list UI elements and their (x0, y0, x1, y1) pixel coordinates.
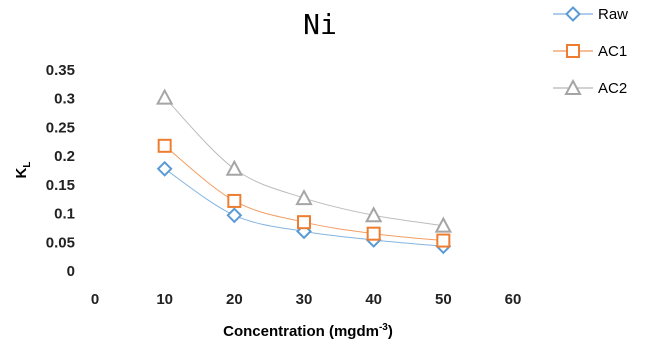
legend-label: Raw (598, 6, 628, 23)
y-tick-label: 0.15 (46, 177, 75, 194)
series-line (164, 97, 444, 227)
series-ac2 (155, 88, 453, 233)
series-ac1 (157, 138, 451, 248)
x-axis-label-superscript: -3 (379, 322, 388, 333)
y-tick-label: 0.1 (54, 206, 75, 223)
legend-label: AC1 (598, 43, 627, 60)
x-tick-label: 20 (226, 291, 243, 308)
data-point (225, 159, 244, 176)
x-tick-label: 0 (91, 291, 99, 308)
y-tick-label: 0.25 (46, 119, 75, 136)
x-tick-label: 10 (156, 291, 173, 308)
y-tick-label: 0 (67, 263, 75, 280)
legend-marker (564, 78, 582, 95)
y-tick-label: 0.05 (46, 234, 75, 251)
data-point (226, 207, 243, 224)
x-tick-label: 50 (435, 291, 452, 308)
chart-title: Ni (303, 8, 337, 41)
data-point (434, 216, 453, 233)
data-point (364, 206, 383, 223)
legend-marker (566, 44, 580, 58)
y-tick-label: 0.2 (54, 148, 75, 165)
x-axis-label: Concentration (mgdm-3) (223, 322, 393, 340)
y-axis-label-main: K (13, 167, 30, 178)
series-raw (156, 160, 452, 255)
x-axis-label-main: Concentration (mgdm (223, 323, 379, 340)
y-axis-ticks: 0 0.05 0.1 0.15 0.2 0.25 0.3 0.35 (46, 62, 75, 280)
plot-area (155, 88, 453, 255)
y-axis-label: KL (13, 162, 33, 179)
data-point (227, 193, 242, 208)
data-point (366, 226, 381, 241)
x-tick-label: 30 (296, 291, 313, 308)
x-axis-ticks: 0 10 20 30 40 50 60 (91, 291, 522, 308)
x-tick-label: 60 (505, 291, 522, 308)
legend-item-raw: Raw (553, 6, 628, 23)
y-axis-label-subscript: L (22, 162, 33, 168)
legend-item-ac1: AC1 (553, 43, 627, 60)
x-axis-label-end: ) (388, 323, 393, 340)
data-point (155, 88, 174, 105)
data-point (157, 138, 172, 153)
data-point (156, 160, 173, 177)
legend: Raw AC1 AC2 (553, 6, 628, 97)
y-tick-label: 0.35 (46, 62, 75, 79)
data-point (297, 215, 311, 230)
x-tick-label: 40 (365, 291, 382, 308)
data-point (436, 233, 451, 248)
y-tick-label: 0.3 (54, 91, 75, 108)
legend-label: AC2 (598, 80, 627, 97)
legend-marker (565, 6, 581, 22)
legend-item-ac2: AC2 (553, 78, 627, 97)
data-point (295, 188, 313, 206)
